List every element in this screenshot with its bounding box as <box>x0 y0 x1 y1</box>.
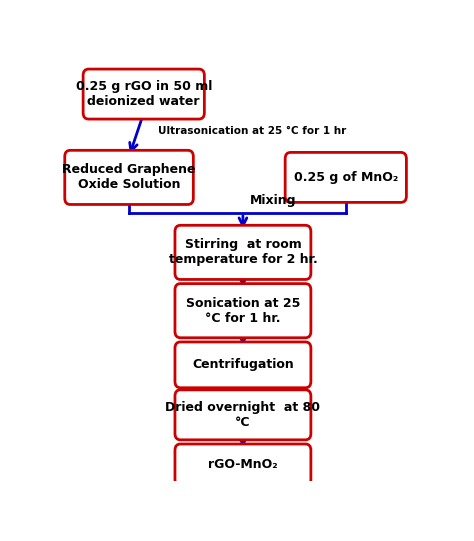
FancyBboxPatch shape <box>175 390 311 440</box>
FancyBboxPatch shape <box>83 69 204 119</box>
Text: Mixing: Mixing <box>250 194 297 207</box>
Text: rGO-MnO₂: rGO-MnO₂ <box>208 458 278 471</box>
FancyBboxPatch shape <box>175 225 311 280</box>
Text: Ultrasonication at 25 °C for 1 hr: Ultrasonication at 25 °C for 1 hr <box>158 126 346 136</box>
FancyBboxPatch shape <box>175 444 311 486</box>
FancyBboxPatch shape <box>65 150 193 204</box>
Text: Sonication at 25
°C for 1 hr.: Sonication at 25 °C for 1 hr. <box>186 296 300 325</box>
Text: 0.25 g of MnO₂: 0.25 g of MnO₂ <box>294 171 398 184</box>
Text: 0.25 g rGO in 50 ml
deionized water: 0.25 g rGO in 50 ml deionized water <box>75 80 212 108</box>
FancyBboxPatch shape <box>175 342 311 388</box>
Text: Dried overnight  at 80
°C: Dried overnight at 80 °C <box>165 401 320 429</box>
FancyBboxPatch shape <box>175 283 311 338</box>
Text: Reduced Graphene
Oxide Solution: Reduced Graphene Oxide Solution <box>62 163 196 192</box>
Text: Stirring  at room
temperature for 2 hr.: Stirring at room temperature for 2 hr. <box>169 239 317 266</box>
FancyBboxPatch shape <box>285 153 406 202</box>
Text: Centrifugation: Centrifugation <box>192 358 294 371</box>
